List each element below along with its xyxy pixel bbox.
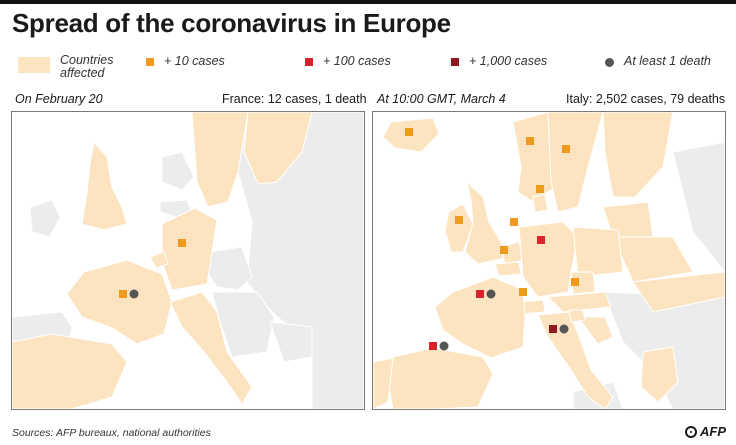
country-poland	[572, 226, 624, 278]
country-slovenia	[568, 309, 586, 323]
cases-marker-italy	[549, 325, 557, 333]
cases-marker-france	[476, 290, 484, 298]
country-denmark	[532, 193, 549, 213]
death-marker-france	[486, 289, 496, 299]
death-marker-spain	[439, 341, 449, 351]
map2-date-label: At 10:00 GMT, March 4	[377, 92, 506, 106]
cases-marker-austria	[571, 278, 579, 286]
cases-marker-switzerland	[519, 288, 527, 296]
legend-cases-1000-label: + 1,000 cases	[469, 54, 548, 68]
death-marker-italy	[559, 324, 569, 334]
country-croatia	[577, 316, 614, 345]
country-france	[434, 276, 526, 359]
death-marker-france	[129, 289, 139, 299]
red-square-icon	[305, 58, 313, 66]
page-title: Spread of the coronavirus in Europe	[12, 8, 451, 38]
map-february-20	[11, 111, 365, 410]
cases-marker-denmark	[536, 185, 544, 193]
dark-red-square-icon	[451, 58, 459, 66]
afp-logo-icon	[685, 425, 697, 438]
markers-layer	[119, 239, 186, 299]
legend-cases-1000: + 1,000 cases	[451, 54, 547, 68]
sources-footer: Sources: AFP bureaux, national authoriti…	[12, 427, 211, 439]
afp-logo: AFP	[685, 424, 726, 439]
top-rule	[0, 0, 736, 4]
country-germany	[518, 221, 579, 298]
cases-marker-norway	[526, 137, 534, 145]
country-portugal	[373, 357, 394, 409]
map1-summary: France: 12 cases, 1 death	[222, 92, 367, 106]
country-germany	[161, 207, 218, 291]
country-spain	[12, 333, 128, 409]
country-greece	[640, 346, 679, 403]
country-belgium	[149, 251, 169, 269]
legend-countries-affected: Countries affected	[18, 54, 114, 80]
country-ukraine	[632, 271, 725, 313]
legend-death: At least 1 death	[605, 54, 711, 68]
map-february-20-svg	[12, 112, 364, 409]
afp-logo-text: AFP	[700, 424, 726, 439]
map1-date-label: On February 20	[15, 92, 103, 106]
legend-cases-10-label: + 10 cases	[164, 54, 225, 68]
other-countries	[12, 112, 364, 409]
cases-marker-great-britain	[455, 216, 463, 224]
country-austria	[546, 291, 612, 313]
cases-marker-spain	[429, 342, 437, 350]
country-belgium	[494, 261, 522, 277]
legend-death-label: At least 1 death	[624, 54, 711, 68]
orange-square-icon	[146, 58, 154, 66]
country-great-britain	[81, 140, 128, 231]
cases-marker-belgium	[500, 246, 508, 254]
markers-layer	[405, 128, 579, 351]
cases-marker-germany	[537, 236, 545, 244]
map-march-4-svg	[373, 112, 725, 409]
legend-cases-100-label: + 100 cases	[323, 54, 391, 68]
cases-marker-germany	[178, 239, 186, 247]
cases-marker-netherlands	[510, 218, 518, 226]
country-spain	[387, 347, 494, 409]
cases-marker-sweden	[562, 145, 570, 153]
affected-countries	[12, 112, 313, 409]
country-finland	[243, 112, 313, 185]
cases-marker-france	[119, 290, 127, 298]
country-great-britain	[464, 180, 506, 265]
country-sweden	[547, 112, 604, 213]
country-italy	[537, 311, 614, 409]
legend-cases-10: + 10 cases	[146, 54, 225, 68]
legend-countries-affected-label: Countries affected	[60, 53, 114, 80]
legend-cases-100: + 100 cases	[305, 54, 391, 68]
map2-summary: Italy: 2,502 cases, 79 deaths	[566, 92, 726, 106]
country-italy	[169, 291, 253, 405]
land-swatch	[18, 57, 50, 73]
cases-marker-iceland	[405, 128, 413, 136]
country-finland	[602, 112, 674, 198]
country-belarus	[612, 236, 694, 283]
map-march-4	[372, 111, 726, 410]
country-france	[66, 259, 173, 345]
affected-countries	[373, 112, 725, 409]
country-ireland	[444, 203, 474, 253]
country-sweden	[191, 112, 249, 208]
grey-dot-icon	[605, 58, 614, 67]
country-czechia	[570, 271, 596, 295]
